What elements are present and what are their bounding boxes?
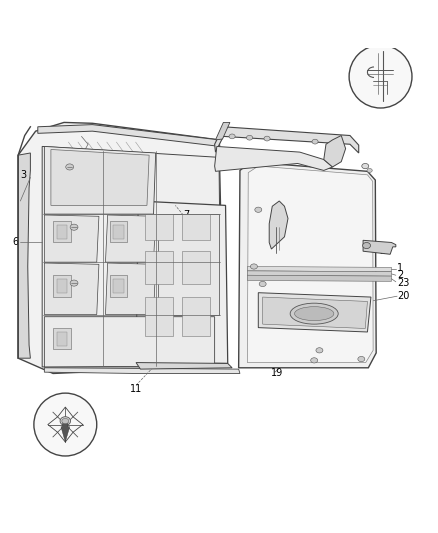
Polygon shape (44, 263, 99, 314)
Ellipse shape (367, 168, 372, 172)
Text: 11: 11 (130, 384, 142, 394)
Text: 6: 6 (12, 238, 18, 247)
Polygon shape (136, 201, 228, 364)
Text: 23: 23 (397, 278, 410, 288)
Polygon shape (106, 263, 155, 314)
Polygon shape (247, 266, 392, 272)
Polygon shape (44, 215, 99, 262)
Ellipse shape (316, 348, 323, 353)
Polygon shape (247, 166, 373, 362)
Text: 4: 4 (78, 156, 85, 166)
Text: 16: 16 (78, 437, 91, 447)
Ellipse shape (311, 358, 318, 363)
Polygon shape (44, 317, 215, 367)
Text: 2: 2 (397, 270, 403, 280)
Polygon shape (57, 224, 67, 239)
Text: 21: 21 (380, 246, 392, 256)
Circle shape (349, 45, 412, 108)
Polygon shape (106, 215, 155, 262)
Ellipse shape (62, 418, 69, 424)
Ellipse shape (255, 207, 262, 212)
Polygon shape (18, 153, 30, 358)
Ellipse shape (70, 224, 78, 230)
Polygon shape (239, 163, 376, 368)
Polygon shape (44, 147, 155, 214)
Polygon shape (53, 328, 71, 350)
Ellipse shape (247, 135, 253, 140)
Polygon shape (113, 224, 124, 239)
Polygon shape (57, 279, 67, 293)
Text: 1: 1 (397, 263, 403, 273)
Polygon shape (113, 279, 124, 293)
Ellipse shape (363, 243, 371, 248)
Polygon shape (53, 221, 71, 243)
Text: 19: 19 (272, 368, 284, 378)
Ellipse shape (66, 164, 74, 170)
Polygon shape (263, 297, 367, 328)
Text: 18: 18 (362, 334, 374, 344)
Polygon shape (145, 251, 173, 284)
Text: 8: 8 (223, 125, 229, 135)
Polygon shape (110, 221, 127, 243)
Polygon shape (247, 275, 392, 281)
Polygon shape (57, 332, 67, 345)
Polygon shape (145, 297, 173, 336)
Polygon shape (158, 214, 219, 314)
Polygon shape (110, 275, 127, 297)
Text: 10: 10 (245, 156, 258, 166)
Polygon shape (145, 214, 173, 240)
Polygon shape (44, 368, 240, 374)
Text: 3: 3 (20, 170, 26, 180)
Ellipse shape (358, 357, 365, 362)
Text: 12: 12 (290, 225, 303, 236)
Ellipse shape (312, 139, 318, 144)
Polygon shape (18, 123, 223, 374)
Ellipse shape (60, 417, 71, 425)
Polygon shape (53, 275, 71, 297)
Polygon shape (215, 127, 359, 153)
Ellipse shape (70, 280, 78, 286)
Polygon shape (363, 240, 396, 254)
Polygon shape (42, 147, 221, 367)
Ellipse shape (362, 164, 369, 169)
Ellipse shape (290, 303, 338, 324)
Polygon shape (215, 123, 230, 140)
Polygon shape (61, 420, 70, 442)
Text: 7: 7 (183, 210, 190, 220)
Polygon shape (51, 149, 149, 205)
Ellipse shape (259, 281, 266, 287)
Polygon shape (247, 271, 392, 276)
Polygon shape (182, 214, 210, 240)
Text: 20: 20 (397, 291, 410, 301)
Polygon shape (269, 201, 288, 249)
Ellipse shape (294, 306, 334, 321)
Polygon shape (258, 293, 371, 332)
Polygon shape (38, 125, 220, 147)
Ellipse shape (229, 134, 235, 139)
Polygon shape (215, 147, 332, 171)
Circle shape (34, 393, 97, 456)
Polygon shape (182, 297, 210, 336)
Polygon shape (324, 135, 346, 167)
Polygon shape (182, 251, 210, 284)
Polygon shape (136, 362, 232, 369)
Ellipse shape (251, 264, 258, 269)
Ellipse shape (264, 136, 270, 141)
